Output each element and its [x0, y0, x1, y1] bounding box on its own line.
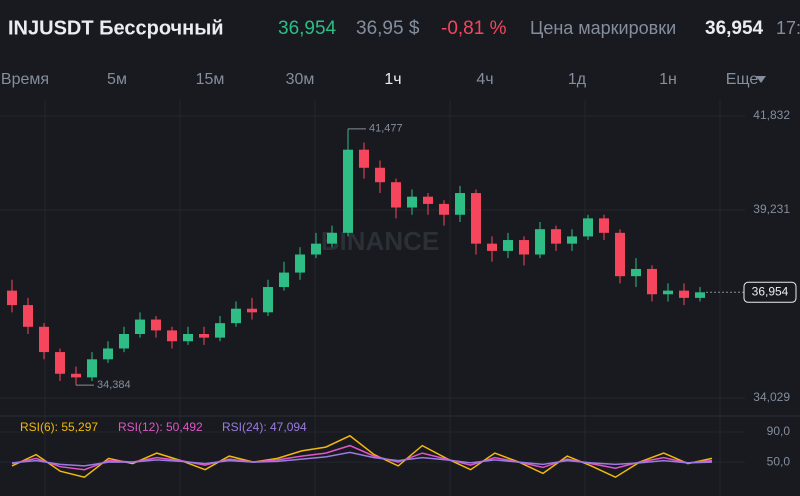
tab[interactable]: 1д — [568, 71, 587, 88]
current-price-box — [743, 281, 797, 303]
tab[interactable]: Время — [1, 71, 49, 88]
candle-body — [183, 334, 193, 342]
candle-body — [55, 352, 65, 374]
candle-body — [519, 240, 529, 255]
annotation-label: 34,384 — [97, 379, 131, 391]
tab[interactable]: Еще — [726, 71, 759, 88]
change: -0,81 % — [441, 18, 507, 39]
tab[interactable]: 30м — [286, 71, 315, 88]
current-price-label: 36,954 — [752, 284, 789, 298]
candle-body — [647, 268, 657, 295]
candle-body — [439, 203, 449, 215]
y-tick-label: 39,231 — [753, 202, 790, 216]
candle-body — [151, 319, 161, 331]
candle-body — [663, 290, 673, 295]
candle-body — [23, 305, 33, 327]
candle-body — [503, 240, 513, 251]
candle-body — [295, 254, 305, 273]
candle-body — [535, 229, 545, 255]
candle-body — [679, 290, 689, 298]
usd-price: 36,95 $ — [356, 18, 420, 39]
candle-body — [359, 149, 369, 168]
candle-body — [7, 290, 17, 306]
candle-body — [455, 193, 465, 215]
candle-body — [39, 326, 49, 353]
candle-body — [311, 243, 321, 255]
y-tick-label: 41,832 — [753, 108, 790, 122]
symbol[interactable]: INJUSDT Бессрочный — [8, 17, 224, 39]
candle-body — [247, 308, 257, 313]
candle-body — [599, 218, 609, 233]
tab[interactable]: 15м — [196, 71, 225, 88]
candle-body — [471, 193, 481, 244]
candle-body — [583, 218, 593, 237]
last-price: 36,954 — [278, 18, 337, 39]
candle-body — [631, 268, 641, 277]
tab[interactable]: 1ч — [384, 71, 401, 88]
y-tick-label: 50,0 — [767, 454, 791, 468]
annotation-label: 41,477 — [369, 123, 403, 135]
candle-body — [263, 287, 273, 313]
candle-body — [391, 182, 401, 208]
y-tick-label: 34,029 — [753, 390, 790, 404]
candle-body — [199, 334, 209, 338]
candle-body — [615, 232, 625, 277]
candle-body — [407, 196, 417, 208]
tab[interactable]: 5м — [107, 71, 127, 88]
legend-entry: RSI(24): 47,094 — [222, 420, 307, 434]
candle-body — [695, 292, 705, 298]
mark-label: Цена маркировки — [530, 18, 676, 38]
watermark: BINANCE — [321, 226, 439, 256]
candle-body — [567, 236, 577, 244]
candle-body — [135, 319, 145, 335]
candle-body — [423, 196, 433, 204]
candle-body — [87, 359, 97, 378]
candle-body — [167, 330, 177, 342]
candle-body — [103, 348, 113, 360]
mark-price: 36,954 — [705, 18, 764, 39]
candle-body — [375, 167, 385, 183]
candle-body — [71, 373, 81, 378]
vertical-grid — [44, 100, 721, 496]
candle-body — [215, 323, 225, 338]
candle-body — [279, 272, 289, 288]
candle-body — [551, 229, 561, 244]
candle-body — [327, 232, 337, 244]
legend-entry: RSI(6): 55,297 — [20, 420, 98, 434]
tab[interactable]: 4ч — [476, 71, 493, 88]
legend-entry: RSI(12): 50,492 — [118, 420, 203, 434]
time: 17: — [776, 18, 800, 38]
candle-body — [343, 149, 353, 233]
candle-body — [119, 334, 129, 349]
candle-body — [487, 243, 497, 251]
candle-body — [231, 308, 241, 324]
more-arrow — [756, 76, 766, 83]
tab[interactable]: 1н — [659, 71, 677, 88]
y-tick-label: 90,0 — [767, 424, 791, 438]
rsi-line — [11, 451, 713, 467]
